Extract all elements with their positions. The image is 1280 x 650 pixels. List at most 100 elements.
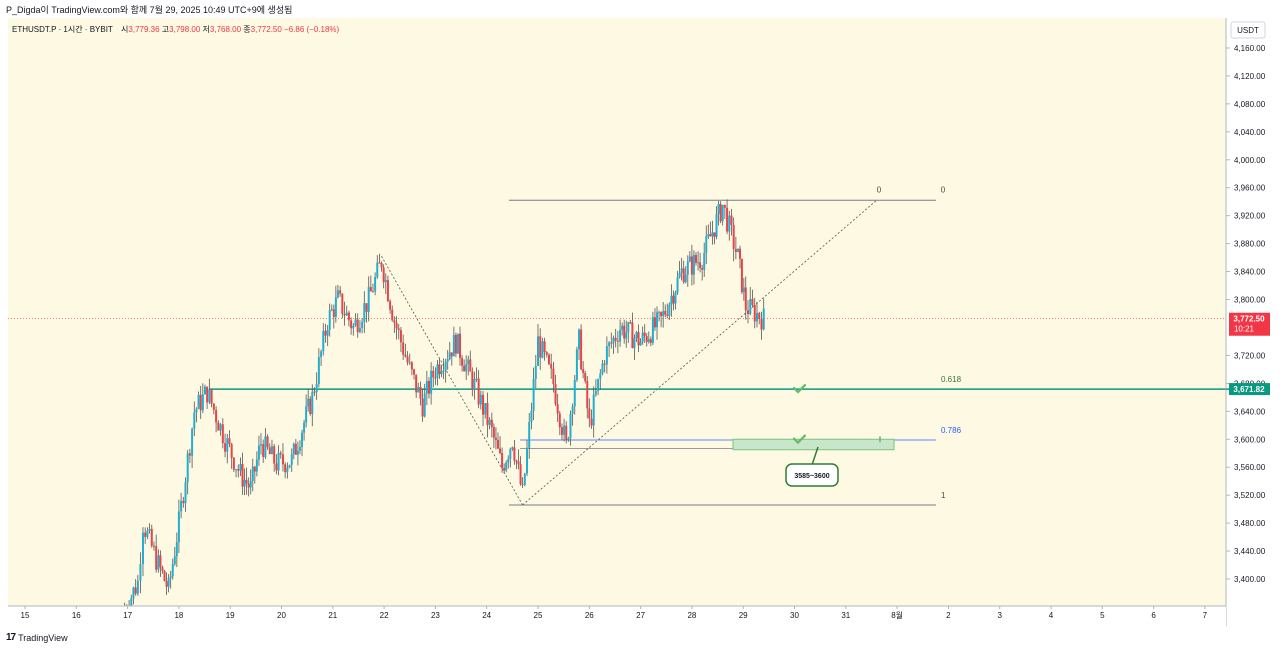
candle-body xyxy=(245,479,248,484)
time-tick-label: 31 xyxy=(841,611,850,620)
candle-body xyxy=(537,336,539,367)
candle-down xyxy=(586,375,589,419)
candle-up xyxy=(705,225,708,265)
candle-down xyxy=(501,447,504,473)
candle-body xyxy=(307,398,310,407)
candle-up xyxy=(755,301,758,328)
candle-body xyxy=(651,317,654,343)
candle-up xyxy=(728,210,731,241)
candle-body xyxy=(494,437,497,440)
tradingview-logo[interactable]: 17 TradingView xyxy=(6,632,68,643)
candle-body xyxy=(419,387,422,399)
candle-down xyxy=(645,333,648,347)
candle-body xyxy=(264,436,267,458)
price-tick-label: 4,040.00 xyxy=(1234,128,1266,137)
candle-body xyxy=(193,412,196,429)
candle-up xyxy=(425,370,428,406)
candle-down xyxy=(496,432,499,450)
candle-up xyxy=(711,220,714,245)
candle-up xyxy=(641,326,644,345)
candle-up xyxy=(345,305,348,317)
candle-body xyxy=(249,480,252,488)
candle-body xyxy=(473,378,476,390)
candle-up xyxy=(171,558,174,580)
candle-down xyxy=(406,351,409,366)
candle-down xyxy=(547,353,550,366)
candle-body xyxy=(469,359,472,372)
candle-down xyxy=(232,456,235,473)
candle-body xyxy=(328,310,331,330)
candle-body xyxy=(386,280,389,302)
symbol-name[interactable]: ETHUSDT.P · 1시간 · BYBIT xyxy=(12,25,113,34)
candle-body xyxy=(592,394,595,426)
candle-down xyxy=(266,434,269,450)
candle-body xyxy=(534,366,537,380)
candle-body xyxy=(452,334,455,357)
candle-up xyxy=(361,318,364,334)
candle-body xyxy=(219,424,222,431)
candle-up xyxy=(430,362,433,405)
candle-body xyxy=(684,274,687,283)
candle-down xyxy=(565,421,568,444)
candle-body xyxy=(467,359,470,365)
candle-body xyxy=(666,314,669,316)
candle-up xyxy=(257,435,260,466)
chart-pane[interactable] xyxy=(8,18,1226,626)
candle-body xyxy=(690,256,693,275)
candle-body xyxy=(389,301,392,310)
candle-down xyxy=(552,361,555,393)
trend-lines xyxy=(8,199,1226,506)
candle-body xyxy=(565,425,568,440)
candle-down xyxy=(247,477,250,497)
candle-body xyxy=(656,312,659,328)
candle-body xyxy=(573,379,576,407)
candle-body xyxy=(507,458,510,463)
candle-down xyxy=(499,436,502,455)
time-tick-label: 20 xyxy=(277,611,286,620)
candle-body xyxy=(186,453,189,483)
candle-up xyxy=(633,334,636,360)
candle-body xyxy=(363,303,366,322)
candle-up xyxy=(684,266,687,284)
candle-body xyxy=(224,443,227,452)
support-level-badge xyxy=(1229,383,1270,396)
candle-down xyxy=(494,427,497,450)
candle-body xyxy=(423,393,426,417)
candle-body xyxy=(247,483,250,488)
candle-body xyxy=(676,277,679,293)
candle-down xyxy=(221,418,224,449)
candle-body xyxy=(625,332,628,339)
candle-body xyxy=(163,570,166,581)
candle-body xyxy=(279,452,282,455)
candle-body xyxy=(567,438,570,440)
candle-up xyxy=(298,440,301,455)
candle-body xyxy=(397,328,400,331)
candle-up xyxy=(488,417,491,430)
candle-down xyxy=(182,496,185,508)
candle-body xyxy=(723,204,726,208)
candle-down xyxy=(492,423,495,448)
candle-up xyxy=(507,455,510,469)
candle-body xyxy=(326,329,329,336)
close-value: 3,772.50 xyxy=(250,25,282,34)
candle-down xyxy=(486,392,489,438)
candle-body xyxy=(541,341,544,358)
candle-up xyxy=(678,261,681,279)
candle-body xyxy=(662,311,665,317)
symbol-info: ETHUSDT.P · 1시간 · BYBIT 시3,779.36 고3,798… xyxy=(12,24,339,35)
candle-body xyxy=(490,419,493,428)
candle-down xyxy=(560,423,563,441)
candle-body xyxy=(499,448,502,453)
candle-down xyxy=(664,304,667,318)
candle-down xyxy=(382,264,385,289)
candle-down xyxy=(339,286,342,297)
candle-down xyxy=(643,324,646,343)
candle-body xyxy=(232,457,235,470)
candle-body xyxy=(165,580,168,587)
candle-body xyxy=(203,386,206,395)
candle-up xyxy=(301,429,304,457)
fib-right-zero-label: 0 xyxy=(941,185,946,194)
candle-body xyxy=(415,374,418,393)
candle-down xyxy=(230,442,233,469)
